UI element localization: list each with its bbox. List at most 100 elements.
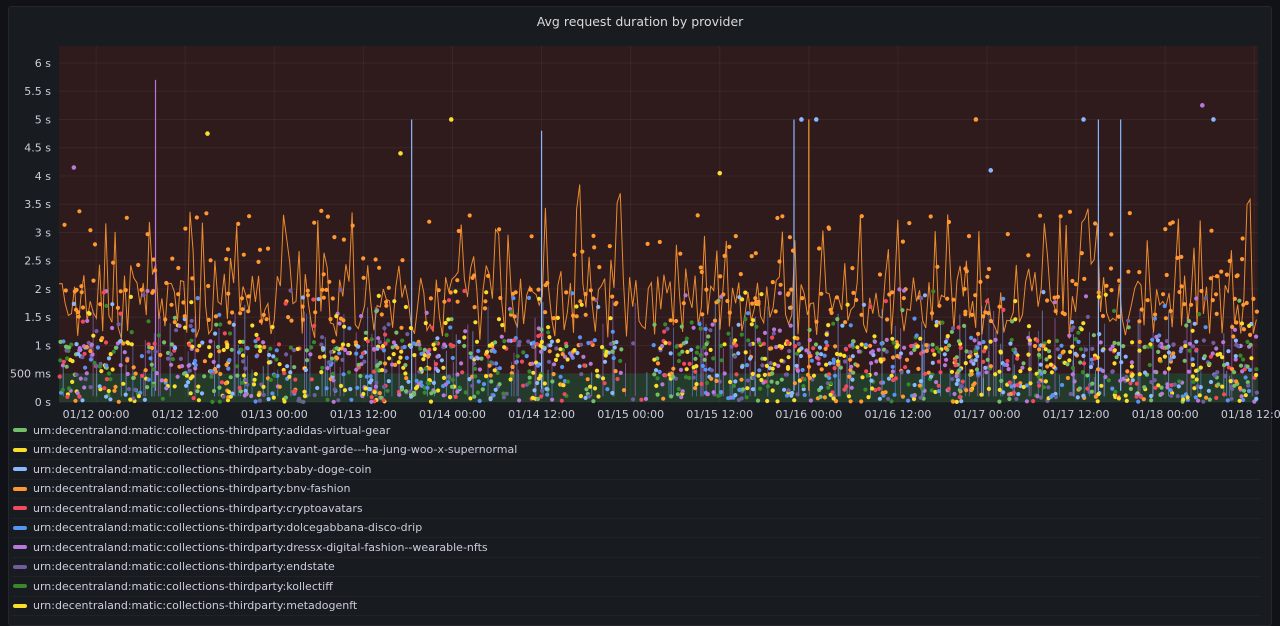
- legend-item[interactable]: urn:decentraland:matic:collections-third…: [12, 421, 1262, 441]
- scatter-point: [698, 326, 703, 331]
- legend-item[interactable]: urn:decentraland:matic:collections-third…: [12, 519, 1262, 538]
- scatter-point: [463, 329, 468, 334]
- scatter-point: [1208, 354, 1213, 359]
- scatter-point: [448, 342, 453, 347]
- scatter-point: [428, 399, 434, 404]
- scatter-point: [1241, 302, 1246, 307]
- scatter-point: [381, 384, 387, 389]
- scatter-point: [855, 345, 860, 350]
- scatter-point: [1159, 385, 1164, 390]
- scatter-point: [964, 349, 969, 354]
- scatter-point: [230, 310, 235, 315]
- scatter-point: [884, 337, 889, 342]
- scatter-point: [411, 390, 416, 395]
- scatter-point: [1230, 324, 1235, 330]
- scatter-point: [705, 392, 710, 397]
- scatter-point: [729, 344, 734, 349]
- scatter-point: [999, 378, 1004, 383]
- scatter-point: [880, 390, 885, 395]
- scatter-point: [82, 385, 87, 390]
- scatter-point: [924, 348, 929, 353]
- legend-item[interactable]: urn:decentraland:matic:collections-third…: [12, 441, 1262, 460]
- scatter-point: [403, 363, 408, 368]
- scatter-point: [1187, 348, 1192, 353]
- legend-item[interactable]: urn:decentraland:matic:collections-third…: [12, 460, 1262, 480]
- scatter-point: [381, 348, 386, 353]
- scatter-point: [903, 365, 908, 370]
- scatter-point: [186, 363, 191, 368]
- scatter-point: [179, 364, 185, 369]
- scatter-point: [819, 352, 824, 357]
- scatter-point: [894, 344, 899, 349]
- scatter-point: [141, 293, 146, 298]
- scatter-point: [475, 390, 480, 395]
- scatter-point: [425, 385, 430, 390]
- scatter-point: [369, 395, 374, 400]
- scatter-point: [84, 371, 89, 376]
- legend-item[interactable]: urn:decentraland:matic:collections-third…: [12, 538, 1262, 558]
- scatter-point: [817, 345, 823, 350]
- scatter-point: [272, 373, 277, 378]
- scatter-point: [448, 395, 453, 400]
- scatter-point: [476, 379, 481, 384]
- scatter-point: [1236, 343, 1241, 349]
- scatter-point: [1083, 347, 1089, 352]
- scatter-point: [404, 389, 409, 394]
- scatter-point: [211, 388, 217, 394]
- panel-title[interactable]: Avg request duration by provider: [536, 14, 744, 29]
- scatter-point: [1088, 364, 1094, 370]
- scatter-point: [138, 390, 143, 395]
- scatter-point: [753, 296, 758, 301]
- scatter-point: [1104, 283, 1109, 288]
- scatter-point: [258, 319, 263, 324]
- scatter-point: [1241, 388, 1247, 393]
- scatter-point: [736, 322, 741, 327]
- scatter-point: [918, 379, 924, 384]
- threshold-bands: [59, 46, 1258, 402]
- scatter-point: [973, 293, 978, 298]
- scatter-point: [1220, 355, 1225, 360]
- scatter-point: [1121, 376, 1126, 381]
- scatter-point: [1100, 348, 1105, 353]
- scatter-point: [877, 396, 883, 401]
- legend-item[interactable]: urn:decentraland:matic:collections-third…: [12, 499, 1262, 519]
- scatter-point: [110, 325, 115, 331]
- scatter-point: [912, 347, 917, 352]
- scatter-point: [595, 373, 600, 378]
- scatter-point: [1237, 298, 1242, 303]
- scatter-point: [588, 361, 593, 366]
- legend-item[interactable]: urn:decentraland:matic:collections-third…: [12, 558, 1262, 577]
- scatter-point: [501, 395, 506, 400]
- scatter-point: [146, 377, 151, 382]
- scatter-point: [585, 377, 590, 382]
- scatter-point: [94, 363, 99, 369]
- scatter-point: [670, 374, 676, 379]
- scatter-point: [1060, 310, 1065, 315]
- scatter-point: [1210, 351, 1215, 356]
- scatter-point: [610, 294, 615, 299]
- scatter-point: [261, 312, 266, 317]
- scatter-point: [877, 386, 882, 391]
- scatter-point: [827, 372, 832, 377]
- scatter-point: [579, 302, 584, 307]
- scatter-point: [160, 396, 165, 401]
- scatter-point: [794, 363, 799, 368]
- scatter-point: [775, 380, 780, 385]
- scatter-point: [835, 317, 840, 322]
- scatter-point: [920, 386, 925, 391]
- legend-item[interactable]: urn:decentraland:matic:collections-third…: [12, 480, 1262, 499]
- scatter-point: [1039, 371, 1044, 376]
- scatter-point: [890, 369, 896, 374]
- scatter-point: [779, 358, 784, 363]
- scatter-point: [909, 351, 914, 356]
- scatter-point: [663, 340, 668, 345]
- scatter-point: [431, 342, 436, 347]
- legend-item[interactable]: urn:decentraland:matic:collections-third…: [12, 577, 1262, 597]
- scatter-point: [703, 326, 708, 332]
- scatter-point: [261, 340, 266, 345]
- scatter-point: [699, 269, 704, 275]
- scatter-point: [998, 349, 1003, 354]
- legend-item[interactable]: urn:decentraland:matic:collections-third…: [12, 597, 1262, 616]
- scatter-point: [1153, 385, 1158, 390]
